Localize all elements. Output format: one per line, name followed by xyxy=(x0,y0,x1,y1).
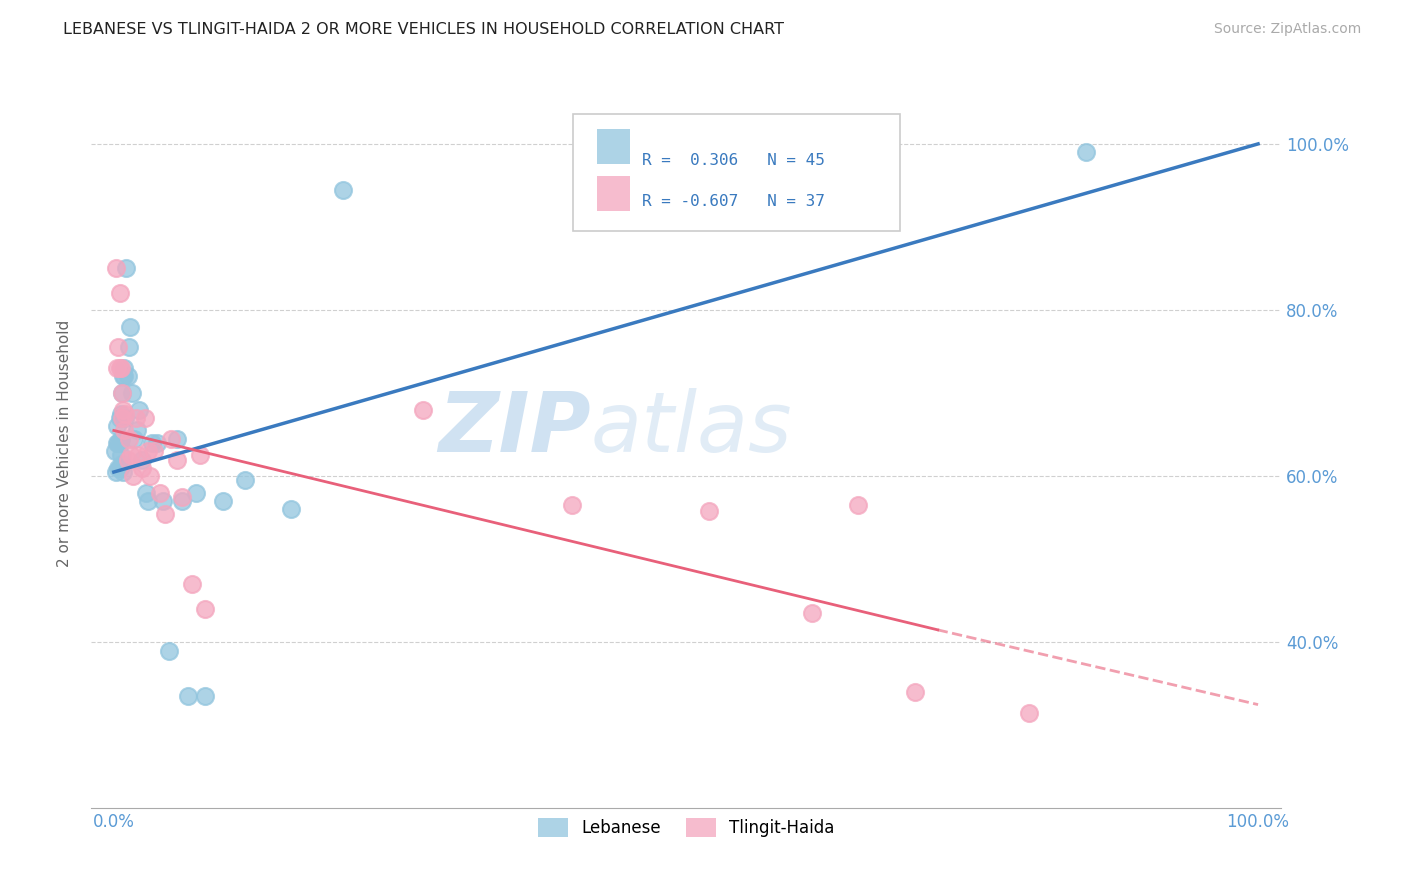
Point xyxy=(124,411,146,425)
Point xyxy=(128,402,150,417)
Point xyxy=(111,465,134,479)
Point xyxy=(904,685,927,699)
Point xyxy=(111,386,134,401)
Point xyxy=(139,469,162,483)
Text: atlas: atlas xyxy=(591,388,793,469)
Point xyxy=(118,432,141,446)
Point xyxy=(131,461,153,475)
FancyBboxPatch shape xyxy=(572,114,900,231)
Point xyxy=(211,494,233,508)
Point xyxy=(120,449,142,463)
Point xyxy=(108,436,131,450)
Point xyxy=(188,449,211,463)
Point xyxy=(110,449,132,463)
Point xyxy=(177,690,200,704)
Point xyxy=(697,504,720,518)
Point xyxy=(172,494,194,508)
Bar xyxy=(596,177,630,211)
Point xyxy=(136,444,159,458)
Point xyxy=(105,261,128,276)
Point xyxy=(108,286,131,301)
Point xyxy=(112,424,135,438)
Point xyxy=(280,502,302,516)
Point xyxy=(789,170,811,185)
Point xyxy=(146,436,169,450)
Point xyxy=(412,402,434,417)
Point xyxy=(111,402,134,417)
Point xyxy=(111,386,134,401)
Point xyxy=(108,461,131,475)
Point xyxy=(157,643,180,657)
Point xyxy=(118,319,141,334)
Text: R =  0.306   N = 45: R = 0.306 N = 45 xyxy=(643,153,825,168)
Y-axis label: 2 or more Vehicles in Household: 2 or more Vehicles in Household xyxy=(58,319,72,566)
Point xyxy=(121,386,143,401)
Point xyxy=(115,261,138,276)
Point xyxy=(117,369,139,384)
Point xyxy=(1018,706,1040,720)
Point xyxy=(155,507,177,521)
Point xyxy=(108,411,131,425)
Point xyxy=(134,411,156,425)
Point xyxy=(125,424,148,438)
Point xyxy=(846,498,869,512)
Point xyxy=(104,444,127,458)
Point xyxy=(1076,145,1098,160)
Point xyxy=(110,407,132,421)
Point xyxy=(111,457,134,471)
Point xyxy=(160,432,183,446)
Point xyxy=(186,485,208,500)
Point xyxy=(108,361,131,376)
Point xyxy=(141,436,163,450)
Point xyxy=(152,494,174,508)
Text: R = -0.607   N = 37: R = -0.607 N = 37 xyxy=(643,194,825,209)
Point xyxy=(332,183,354,197)
Text: LEBANESE VS TLINGIT-HAIDA 2 OR MORE VEHICLES IN HOUSEHOLD CORRELATION CHART: LEBANESE VS TLINGIT-HAIDA 2 OR MORE VEHI… xyxy=(63,22,785,37)
Point xyxy=(107,436,129,450)
Point xyxy=(105,419,128,434)
Point xyxy=(800,606,823,620)
Point xyxy=(142,444,165,458)
Point xyxy=(122,469,145,483)
Point xyxy=(117,452,139,467)
Point xyxy=(235,473,257,487)
Point xyxy=(107,340,129,354)
Point xyxy=(114,411,136,425)
Point xyxy=(194,690,217,704)
Point xyxy=(136,494,159,508)
Point xyxy=(105,361,128,376)
Point xyxy=(172,490,194,504)
Point xyxy=(127,449,149,463)
Point xyxy=(105,436,128,450)
Point xyxy=(107,461,129,475)
Point xyxy=(194,602,217,616)
Point xyxy=(131,452,153,467)
Point xyxy=(124,432,146,446)
Point xyxy=(112,369,135,384)
Point xyxy=(105,465,128,479)
Point xyxy=(111,369,134,384)
Point xyxy=(112,361,135,376)
Point xyxy=(111,411,134,425)
Point xyxy=(560,498,582,512)
Point xyxy=(114,407,136,421)
Point xyxy=(180,577,202,591)
Point xyxy=(166,432,188,446)
Text: Source: ZipAtlas.com: Source: ZipAtlas.com xyxy=(1213,22,1361,37)
Point xyxy=(135,485,157,500)
Legend: Lebanese, Tlingit-Haida: Lebanese, Tlingit-Haida xyxy=(531,812,841,844)
Point xyxy=(166,452,188,467)
Point xyxy=(118,340,141,354)
Text: ZIP: ZIP xyxy=(439,388,591,469)
Point xyxy=(110,432,132,446)
Point xyxy=(149,485,172,500)
Point xyxy=(110,361,132,376)
Bar xyxy=(596,129,630,164)
